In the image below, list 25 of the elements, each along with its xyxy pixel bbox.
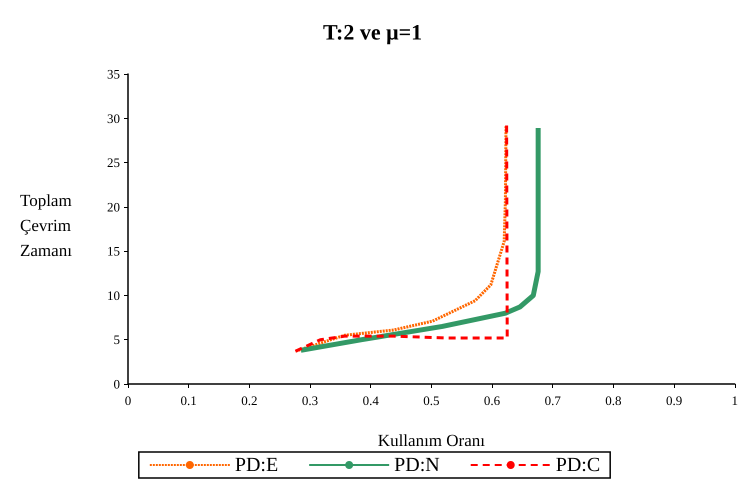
y-tick-label: 25 — [107, 155, 120, 170]
x-tick-label: 0.6 — [484, 393, 501, 408]
x-tick-label: 0.1 — [180, 393, 197, 408]
x-tick-label: 0.5 — [423, 393, 440, 408]
x-tick-label: 0.7 — [544, 393, 562, 408]
y-tick-label: 35 — [107, 66, 120, 82]
y-tick-label: 20 — [107, 199, 120, 214]
legend-label: PD:N — [394, 454, 440, 476]
legend-label: PD:E — [234, 454, 278, 476]
x-tick-label: 0.2 — [241, 393, 258, 408]
x-tick-label: 0 — [124, 393, 132, 408]
y-tick-label: 30 — [107, 110, 120, 126]
y-tick-label: 5 — [114, 332, 120, 348]
legend-label: PD:C — [556, 454, 600, 476]
y-axis-title: Toplam Çevrim Zamanı — [20, 191, 72, 260]
chart-title: T:2 ve μ=1 — [323, 20, 422, 44]
y-tick-label: 0 — [114, 376, 120, 392]
x-tick-label: 0.4 — [362, 393, 380, 408]
y-tick-label: 10 — [107, 288, 120, 303]
x-tick-label: 1 — [732, 393, 738, 408]
x-tick-label: 0.9 — [666, 393, 682, 408]
y-tick-label: 15 — [107, 244, 120, 259]
x-tick-label: 0.8 — [605, 393, 622, 408]
x-tick-label: 0.3 — [302, 393, 318, 408]
x-axis-title: Kullanım Oranı — [378, 431, 486, 450]
